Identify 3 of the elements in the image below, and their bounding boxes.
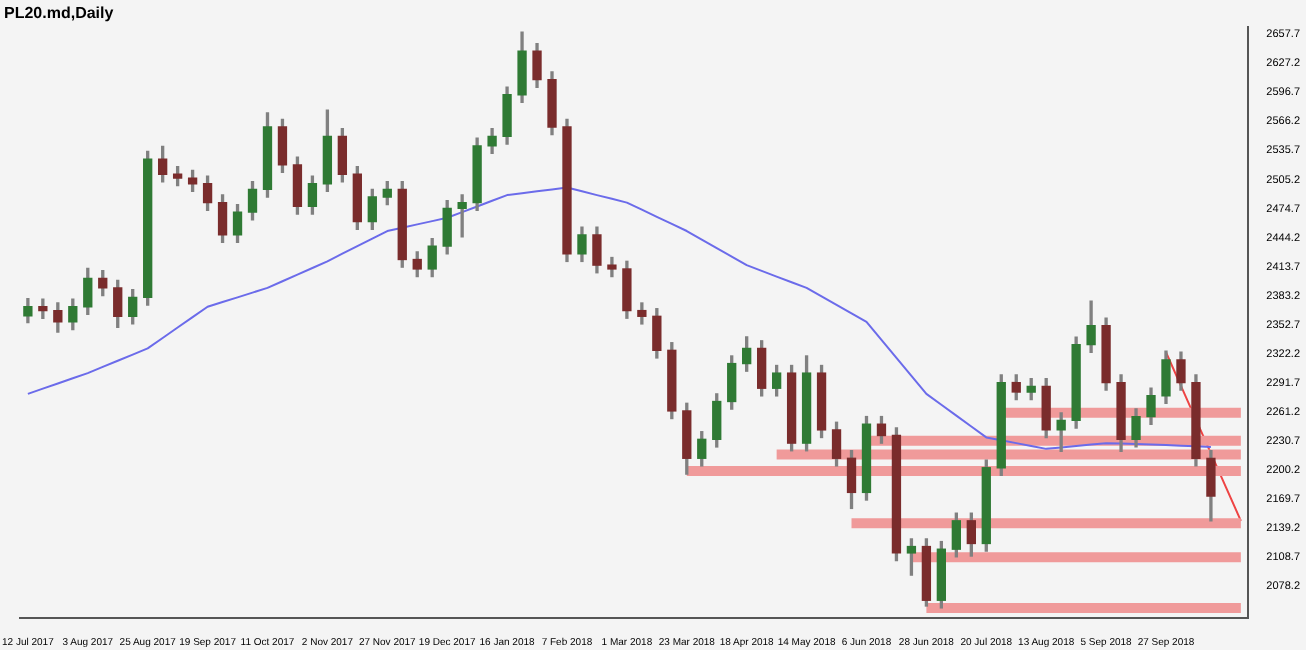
- candlestick: [38, 298, 48, 319]
- chart-title: PL20.md,Daily: [4, 4, 115, 23]
- candlestick: [457, 194, 467, 238]
